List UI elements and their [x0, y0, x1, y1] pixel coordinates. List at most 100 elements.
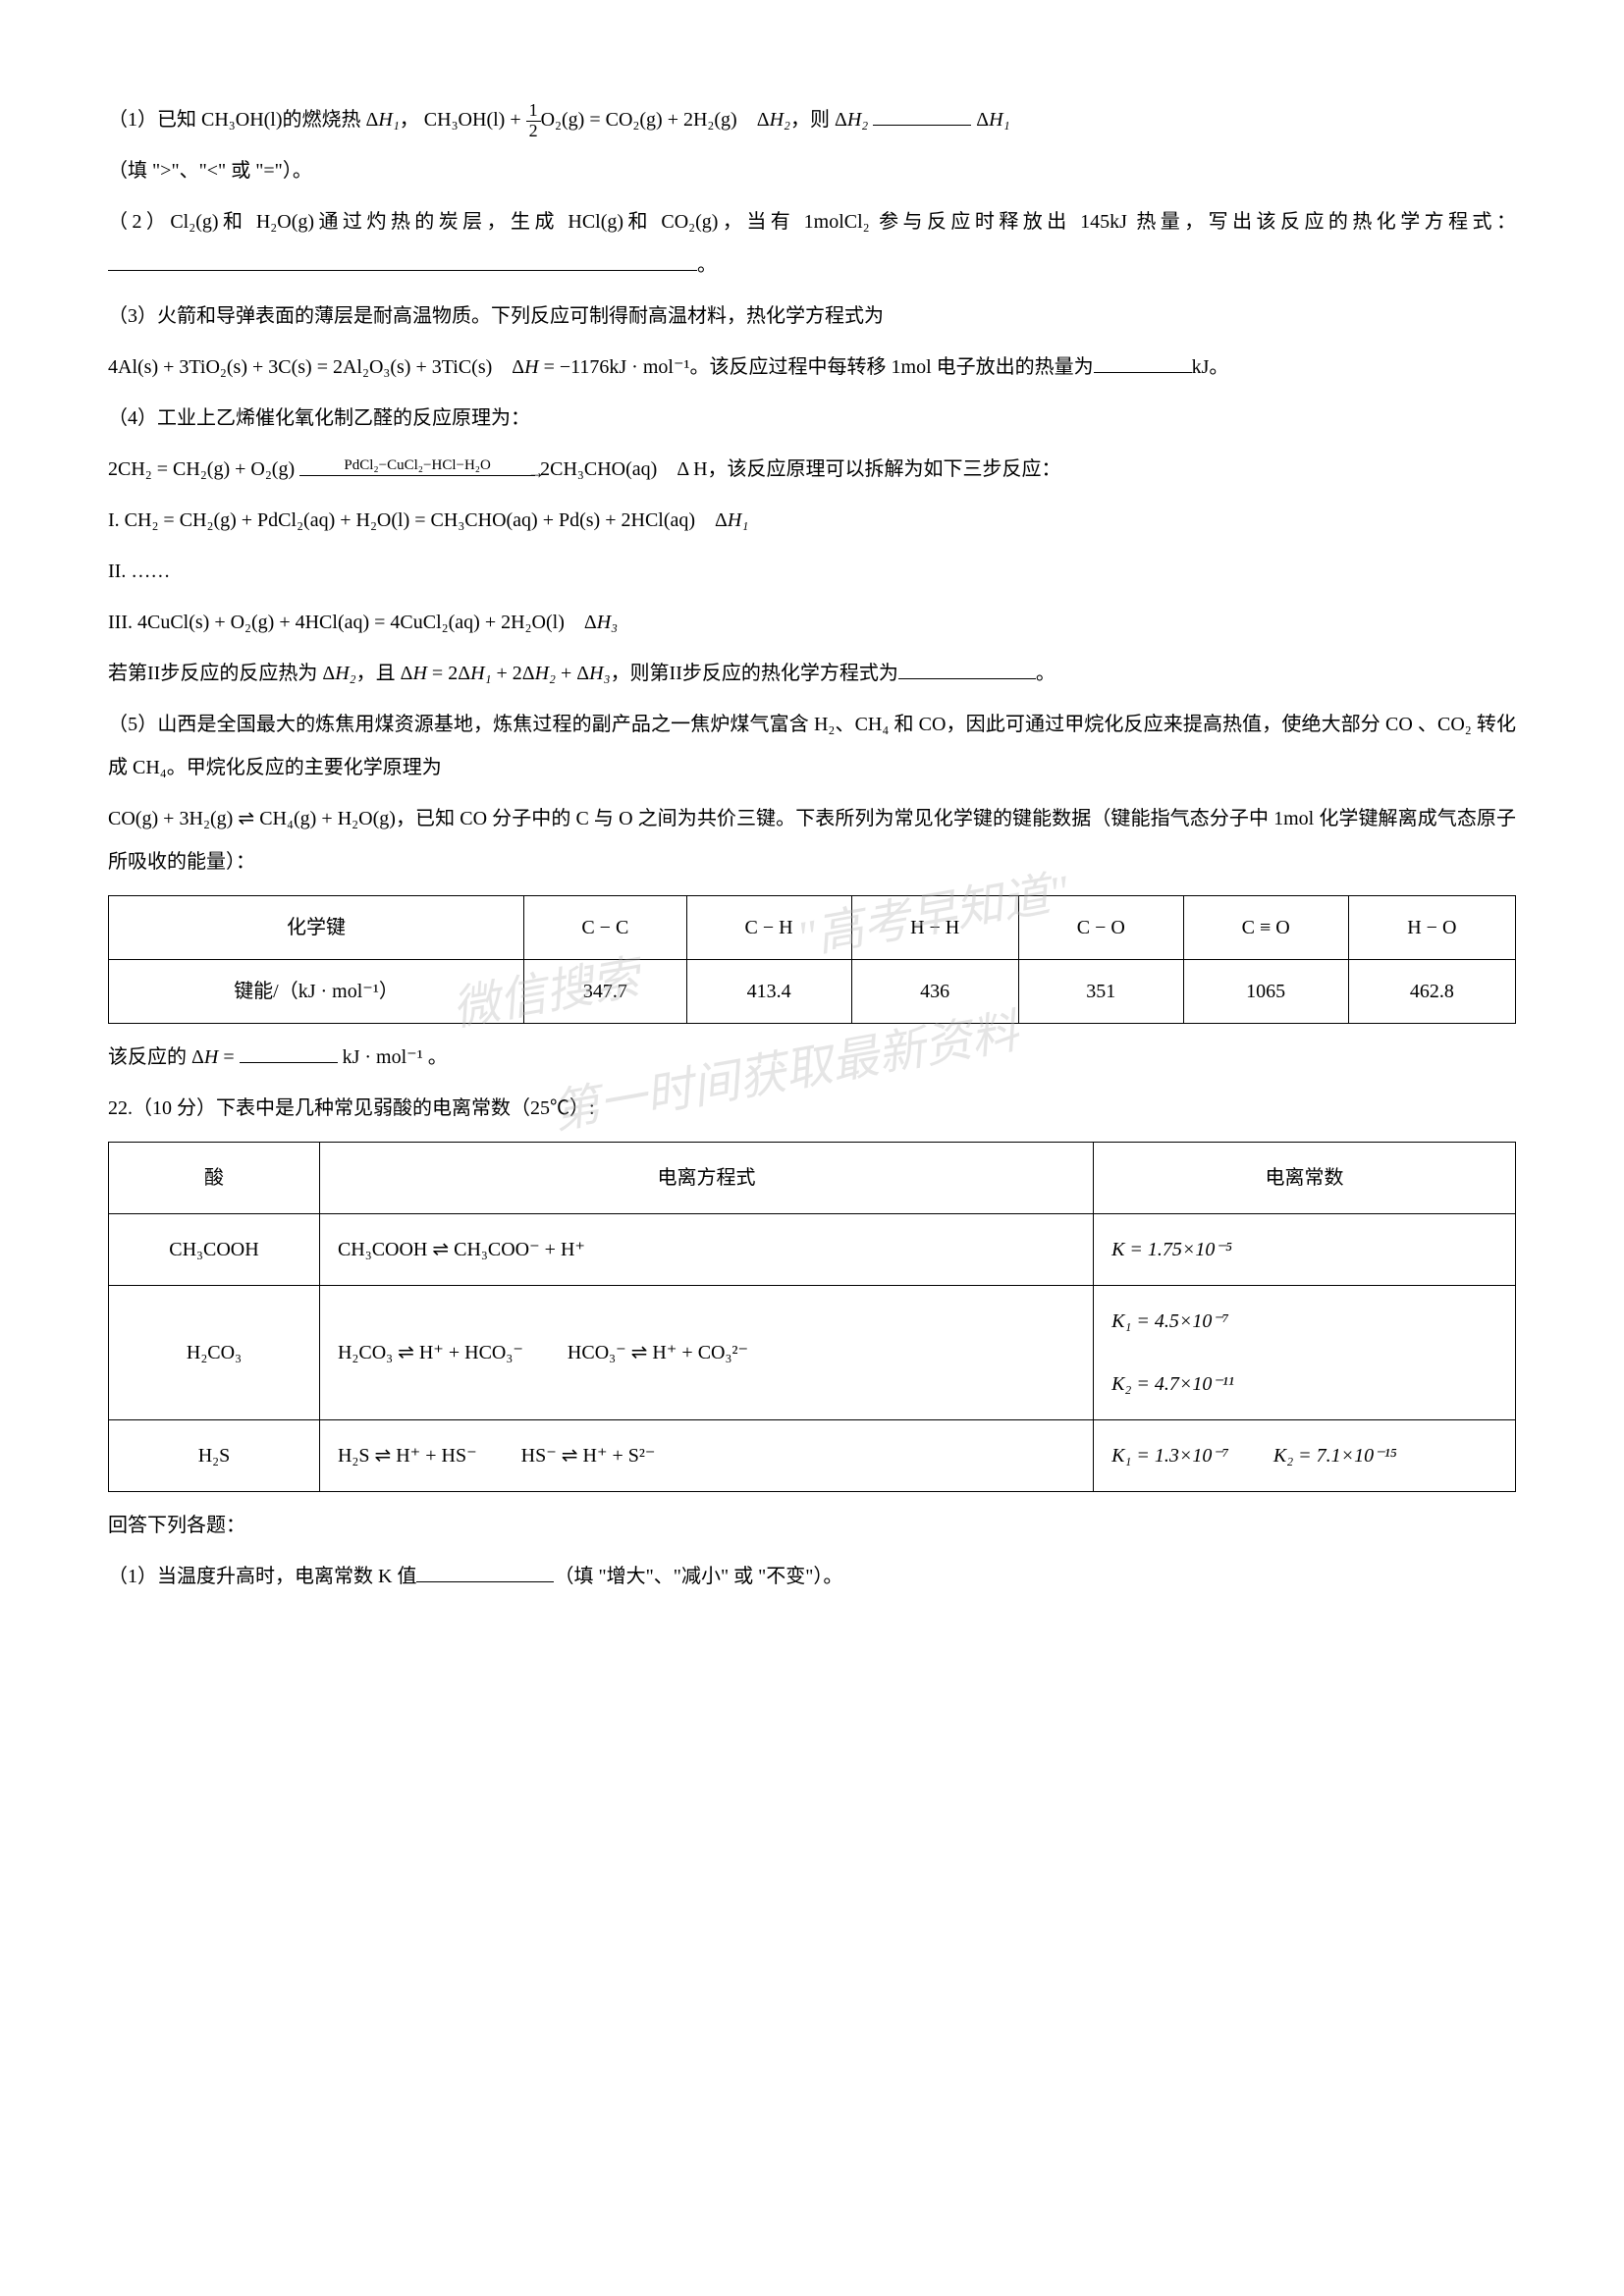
q22-intro: 22.（10 分）下表中是几种常见弱酸的电离常数（25℃）:	[108, 1087, 1516, 1130]
q4-eq: 2CH₂ = CH₂(g) + O₂(g) PdCl₂−CuCl₂−HCl−H₂…	[108, 448, 1516, 491]
q1-hint: （填 ">"、"<" 或 "="）。	[108, 149, 1516, 192]
q3-eq-text: 4Al(s) + 3TiO₂(s) + 3C(s) = 2Al₂O₃(s) + …	[108, 356, 524, 378]
q22-blank	[416, 1563, 554, 1582]
q4-end: 。	[1036, 663, 1056, 684]
q4-s3h: H₃	[597, 612, 618, 633]
q4-t2e: + Δ	[556, 663, 589, 684]
q5-eq2: CH₄(g) + H₂O(g)，已知 CO 分子中的 C 与 O 之间为共价三键…	[108, 808, 1516, 873]
t2-r2-k: K₁ = 1.3×10⁻⁷ K₂ = 7.1×10⁻¹⁵	[1094, 1420, 1516, 1492]
q22-s1h: （填 "增大"、"减小" 或 "不变"）。	[554, 1566, 842, 1587]
t1-v4: 1065	[1183, 960, 1348, 1024]
q1-then: ，则 Δ	[790, 109, 847, 131]
q1-frac: 12	[526, 101, 541, 141]
t2-h1: 电离方程式	[319, 1143, 1093, 1214]
table-row: 键能/（kJ · mol⁻¹） 347.7 413.4 436 351 1065…	[109, 960, 1516, 1024]
q5-t2: 该反应的 ΔH = kJ · mol⁻¹ 。	[108, 1036, 1516, 1079]
q5-hx: H	[204, 1046, 218, 1068]
t1-h4: C − O	[1018, 896, 1183, 960]
q4-t1: （4）工业上乙烯催化氧化制乙醛的反应原理为：	[108, 397, 1516, 440]
q22-sub1: （1）当温度升高时，电离常数 K 值 （填 "增大"、"减小" 或 "不变"）。	[108, 1555, 1516, 1598]
q4-h1b: H₁	[470, 663, 491, 684]
q3-eq: 4Al(s) + 3TiO₂(s) + 3C(s) = 2Al₂O₃(s) + …	[108, 346, 1516, 389]
page-content: "高考早知道" 微信搜索 第一时间获取最新资料 （1）已知 CH₃OH(l)的燃…	[108, 98, 1516, 1598]
q4-t2b: ，且 Δ	[356, 663, 413, 684]
t2-r1-acid: H₂CO₃	[109, 1286, 320, 1420]
q1-c1: ，	[400, 109, 419, 131]
t2-r0-ki: K = 1.75×10⁻⁵	[1111, 1239, 1232, 1260]
table-row: 酸 电离方程式 电离常数	[109, 1143, 1516, 1214]
q3-unit: kJ。	[1192, 356, 1229, 378]
q1-dhend: Δ	[976, 109, 989, 131]
t2-r1-k: K₁ = 4.5×10⁻⁷ K₂ = 4.7×10⁻¹¹	[1094, 1286, 1516, 1420]
q1-frac-num: 1	[526, 101, 541, 122]
q5-blank	[240, 1043, 338, 1063]
t1-h2: C − H	[686, 896, 851, 960]
q4-step1: I. CH₂ = CH₂(g) + PdCl₂(aq) + H₂O(l) = C…	[108, 499, 1516, 542]
q5-t2a: 该反应的 Δ	[108, 1046, 204, 1068]
q4-h2b: H₂	[535, 663, 556, 684]
q4-t2d: + 2Δ	[491, 663, 534, 684]
q4-h3b: H₃	[589, 663, 610, 684]
t2-r1-k2: K₂ = 4.7×10⁻¹¹	[1111, 1373, 1234, 1395]
q1-eq2: O₂(g) = CO₂(g) + 2H₂(g) Δ	[541, 109, 770, 131]
q3-t2: 。该反应过程中每转移 1mol 电子放出的热量为	[690, 356, 1094, 378]
q4-h2: H₂	[335, 663, 355, 684]
q5-t2b: =	[218, 1046, 239, 1068]
q1-eq1: CH₃OH(l) +	[424, 109, 526, 131]
q4-step3: III. 4CuCl(s) + O₂(g) + 4HCl(aq) = 4CuCl…	[108, 601, 1516, 644]
q1-blank	[873, 106, 971, 126]
t1-v5: 462.8	[1348, 960, 1515, 1024]
ionization-constant-table: 酸 电离方程式 电离常数 CH₃COOH CH₃COOH ⇌ CH₃COO⁻ +…	[108, 1142, 1516, 1492]
t2-r0-k: K = 1.75×10⁻⁵	[1094, 1214, 1516, 1286]
t2-r2-eq: H₂S ⇌ H⁺ + HS⁻ HS⁻ ⇌ H⁺ + S²⁻	[319, 1420, 1093, 1492]
q1-frac-den: 2	[526, 122, 541, 141]
q4-s1h: H₁	[728, 509, 748, 531]
q5-unit: kJ · mol⁻¹ 。	[338, 1046, 448, 1068]
q1-h2b: H₂	[847, 109, 868, 131]
q5-eq1: CO(g) + 3H₂(g)	[108, 808, 238, 829]
q4-hx: H	[412, 663, 426, 684]
q3-val: = −1176kJ · mol⁻¹	[539, 356, 690, 378]
q4-s1t: I. CH₂ = CH₂(g) + PdCl₂(aq) + H₂O(l) = C…	[108, 509, 728, 531]
t2-r2-k2: K₂ = 7.1×10⁻¹⁵	[1273, 1445, 1397, 1467]
t1-v0: 347.7	[524, 960, 687, 1024]
t2-r1-eq: H₂CO₃ ⇌ H⁺ + HCO₃⁻ HCO₃⁻ ⇌ H⁺ + CO₃²⁻	[319, 1286, 1093, 1420]
q4-eql: 2CH₂ = CH₂(g) + O₂(g)	[108, 458, 299, 480]
q4-t2a: 若第II步反应的反应热为 Δ	[108, 663, 335, 684]
t1-h3: H − H	[851, 896, 1018, 960]
table-row: H₂S H₂S ⇌ H⁺ + HS⁻ HS⁻ ⇌ H⁺ + S²⁻ K₁ = 1…	[109, 1420, 1516, 1492]
t1-v1: 413.4	[686, 960, 851, 1024]
q4-t2: 若第II步反应的反应热为 ΔH₂，且 ΔH = 2ΔH₁ + 2ΔH₂ + ΔH…	[108, 652, 1516, 695]
q1-h1b: H₁	[989, 109, 1009, 131]
bond-energy-table: 化学键 C − C C − H H − H C − O C ≡ O H − O …	[108, 895, 1516, 1024]
q4-s3t: III. 4CuCl(s) + O₂(g) + 4HCl(aq) = 4CuCl…	[108, 612, 597, 633]
table-row: H₂CO₃ H₂CO₃ ⇌ H⁺ + HCO₃⁻ HCO₃⁻ ⇌ H⁺ + CO…	[109, 1286, 1516, 1420]
q3-h: H	[524, 356, 538, 378]
q1-line1: （1）已知 CH₃OH(l)的燃烧热 ΔH₁， CH₃OH(l) + 12O₂(…	[108, 98, 1516, 141]
t2-r2-k1: K₁ = 1.3×10⁻⁷	[1111, 1445, 1229, 1467]
q1-h2: H₂	[770, 109, 790, 131]
q5-t1: （5）山西是全国最大的炼焦用煤资源基地，炼焦过程的副产品之一焦炉煤气富含 H₂、…	[108, 703, 1516, 789]
t2-r1-eq1: H₂CO₃ ⇌ H⁺ + HCO₃⁻	[338, 1342, 523, 1363]
t2-h0: 酸	[109, 1143, 320, 1214]
t1-h6: H − O	[1348, 896, 1515, 960]
t1-rl: 键能/（kJ · mol⁻¹）	[109, 960, 524, 1024]
t1-h0: 化学键	[109, 896, 524, 960]
q3-t1: （3）火箭和导弹表面的薄层是耐高温物质。下列反应可制得耐高温材料，热化学方程式为	[108, 294, 1516, 338]
q1-prefix: （1）已知 CH₃OH(l)的燃烧热 Δ	[108, 109, 378, 131]
t1-v2: 436	[851, 960, 1018, 1024]
t2-r0-acid: CH₃COOH	[109, 1214, 320, 1286]
q22-s1: （1）当温度升高时，电离常数 K 值	[108, 1566, 416, 1587]
table-row: CH₃COOH CH₃COOH ⇌ CH₃COO⁻ + H⁺ K = 1.75×…	[109, 1214, 1516, 1286]
t2-r1-k1: K₁ = 4.5×10⁻⁷	[1111, 1310, 1229, 1332]
q3-blank	[1094, 353, 1192, 373]
q22-end: 回答下列各题：	[108, 1504, 1516, 1547]
q5-arrow: ⇌	[238, 808, 254, 829]
t1-h1: C − C	[524, 896, 687, 960]
t1-v3: 351	[1018, 960, 1183, 1024]
q4-arrow: PdCl₂−CuCl₂−HCl−H₂O	[299, 458, 535, 476]
q2-t1: （2）Cl₂(g)和 H₂O(g)通过灼热的炭层，生成 HCl(g)和 CO₂(…	[108, 211, 1516, 233]
q1-h1: H₁	[378, 109, 399, 131]
t2-r2-eq1: H₂S ⇌ H⁺ + HS⁻	[338, 1445, 477, 1467]
t2-r2-acid: H₂S	[109, 1420, 320, 1492]
